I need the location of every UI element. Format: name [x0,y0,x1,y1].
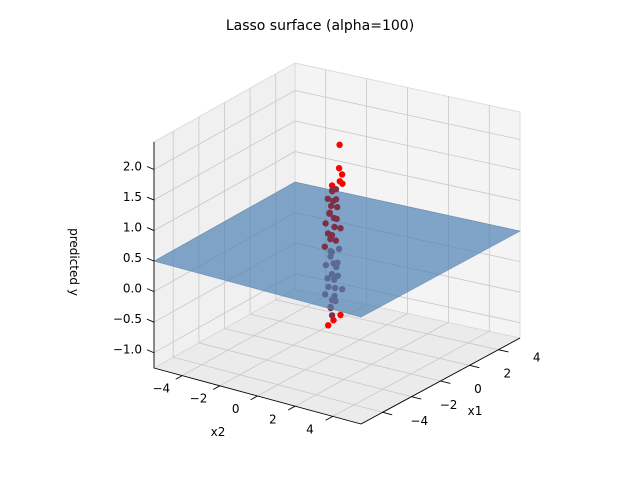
z-tick-mark [146,257,155,262]
y-axis-label: x2 [211,425,226,439]
z-tick-label: −0.5 [113,312,142,326]
data-point [329,188,336,195]
data-point [324,230,332,237]
data-point [327,235,334,243]
data-point [337,225,344,232]
data-point [327,202,335,210]
data-point [338,171,346,178]
z-axis-label: predicted y [67,228,81,296]
data-point [324,195,331,202]
data-point [328,312,336,319]
grid-line-x1 [198,116,412,397]
data-point [334,203,341,211]
x2-tick-mark [250,395,258,401]
x1-tick-label: 0 [474,382,482,396]
x-axis-label: x1 [468,404,483,418]
z-tick-mark [146,227,155,231]
x2-tick-label: −2 [190,392,208,406]
grid-line-z [153,120,521,201]
data-point [335,165,343,172]
data-point [331,223,338,231]
data-point [325,322,332,329]
data-point [322,220,329,227]
x1-tick-mark [498,349,509,353]
z-tick-label: 1.5 [123,190,142,204]
x1-tick-label: 2 [503,366,511,380]
x2-tick-label: 4 [306,423,314,437]
z-tick-mark [146,349,155,354]
z-tick-label: 2.0 [123,159,142,173]
grid-line-x1 [275,73,499,351]
tick-labels: −4 −2 0 2 4 −4 −2 0 2 4 −1.0 −0.5 0.0 0.5 1.0 1.5 2.0 [113,159,541,436]
z-tick-label: 0.0 [123,282,142,296]
x1-tick-mark [469,364,480,369]
x1-tick-label: 4 [533,351,541,365]
data-point [330,317,337,324]
x1-tick-mark [382,411,393,416]
x2-tick-mark [175,375,183,380]
data-point [326,209,333,216]
x1-tick-mark [411,396,422,400]
x2-tick-mark [287,405,296,411]
grid-line-x2 [332,105,490,417]
z-tick-mark [146,166,155,170]
points-above-plane [321,141,346,250]
x1-tick-label: −4 [410,414,428,428]
surface-layer [153,181,521,318]
x2-tick-label: 0 [232,402,240,416]
data-point [321,243,328,250]
z-tick-label: 1.0 [123,221,142,235]
grid-line-x1 [249,88,470,366]
grid-line-x1 [224,102,441,382]
x1-tick-mark [440,380,451,384]
data-point [336,141,343,148]
data-point [339,180,346,187]
z-tick-mark [146,288,155,293]
data-point [332,237,340,244]
z-tick-label: 0.5 [123,251,142,265]
data-point [337,311,344,319]
grid-line-z [153,151,521,231]
grid-line-x2 [257,87,408,397]
chart-title: Lasso surface (alpha=100) [226,18,414,34]
data-point [330,197,337,205]
x2-tick-label: −4 [153,381,171,395]
grid-line-z [153,90,521,170]
x1-tick-label: −2 [440,398,458,412]
z-tick-mark [146,196,155,201]
grid-line-x2 [294,96,449,407]
data-point [330,214,338,222]
x2-tick-label: 2 [269,412,277,426]
z-tick-label: −1.0 [113,343,142,357]
grid-line-x1 [172,131,383,413]
z-tick-mark [146,318,155,323]
axes-grid [153,69,521,417]
x2-tick-mark [325,415,333,421]
lasso-surface [153,181,521,318]
x2-tick-mark [212,385,221,390]
